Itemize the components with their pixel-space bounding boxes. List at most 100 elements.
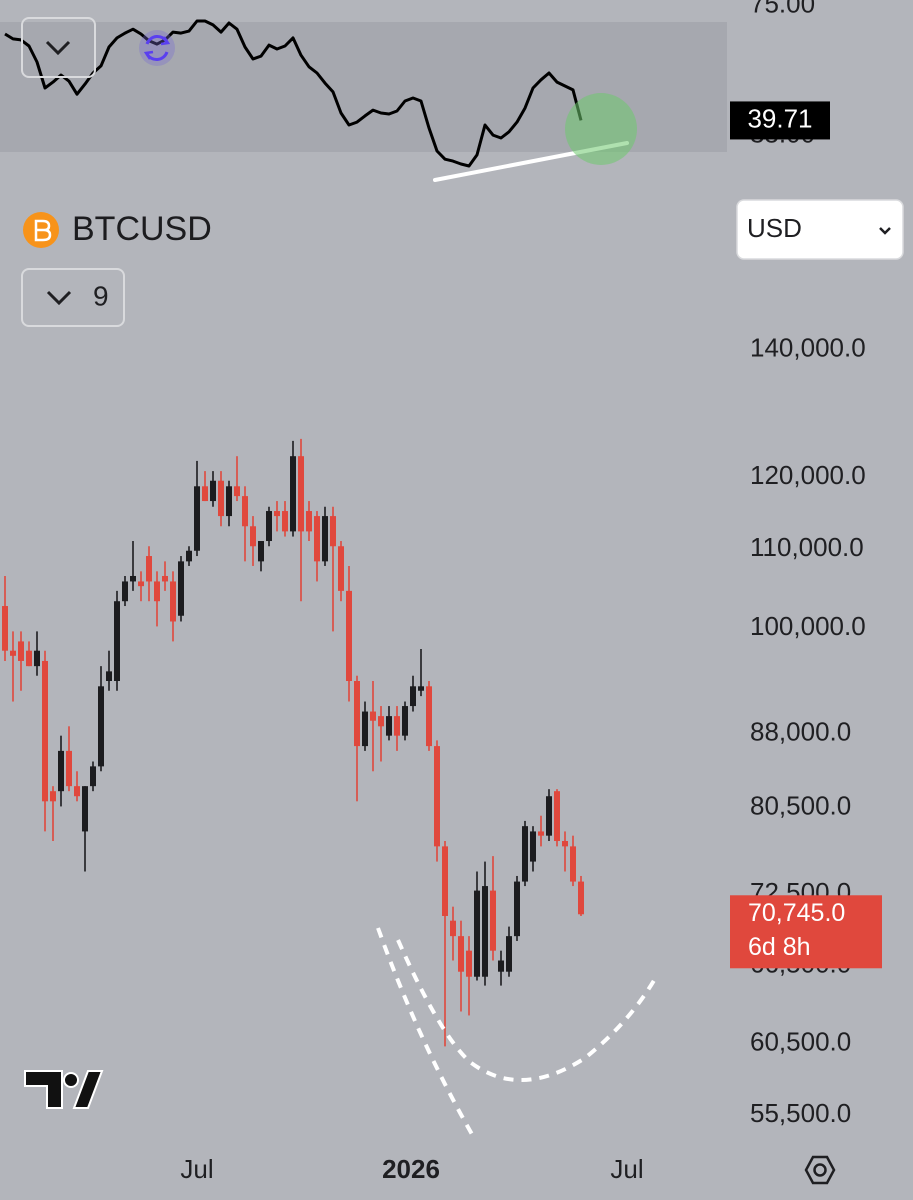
candle-body xyxy=(106,671,112,681)
chevron-icon xyxy=(46,290,72,306)
y-tick-label: 100,000.0 xyxy=(750,611,866,641)
candle-body xyxy=(74,786,80,797)
candle-body xyxy=(130,575,136,582)
candle-body xyxy=(562,841,568,847)
collapse-button[interactable] xyxy=(21,17,96,78)
last-value-label: 39.71 xyxy=(747,103,812,133)
dashed-curve xyxy=(396,939,658,1082)
candle-body xyxy=(194,486,200,551)
candle-body xyxy=(578,881,584,915)
candle-body xyxy=(506,936,512,972)
candle-body xyxy=(138,581,144,587)
logo xyxy=(24,1070,63,1109)
candle-body xyxy=(410,686,416,707)
candle-body xyxy=(498,960,504,972)
candle-body xyxy=(234,486,240,497)
candle-body xyxy=(26,650,32,667)
candle-body xyxy=(570,846,576,882)
settings-icon xyxy=(813,1163,827,1177)
y-tick-label: 60,500.0 xyxy=(750,1027,851,1057)
candle-body xyxy=(546,796,552,836)
candle-body xyxy=(82,786,88,832)
indicator-count: 9 xyxy=(93,280,109,311)
chevron-icon xyxy=(879,227,891,235)
candle-body xyxy=(554,791,560,842)
candle-body xyxy=(466,950,472,977)
candle-body xyxy=(162,575,168,582)
candle-body xyxy=(178,561,184,616)
candle-body xyxy=(474,890,480,977)
last-price-box xyxy=(730,895,882,969)
y-tick-label: 55,500.0 xyxy=(750,1098,851,1128)
candle-body xyxy=(522,826,528,882)
candle-body xyxy=(322,516,328,562)
currency-select[interactable] xyxy=(736,199,904,260)
candle-body xyxy=(202,486,208,502)
currency-label: USD xyxy=(747,213,802,243)
settings-button[interactable] xyxy=(804,1155,836,1185)
candle-body xyxy=(306,511,312,532)
highlight-circle xyxy=(565,93,637,165)
candle-body xyxy=(290,456,296,532)
candle-body xyxy=(394,716,400,736)
candle-body xyxy=(330,516,336,547)
candle-body xyxy=(482,886,488,977)
candle-body xyxy=(58,750,64,792)
candle-body xyxy=(10,650,16,656)
symbol-title: BTCUSD xyxy=(72,210,212,248)
candle-body xyxy=(2,606,8,651)
candle-body xyxy=(90,766,96,787)
candle-body xyxy=(450,920,456,937)
last-value-box xyxy=(730,101,830,140)
candle-body xyxy=(170,581,176,622)
candle-body xyxy=(442,846,448,916)
candle-body xyxy=(378,716,384,727)
candle-body xyxy=(66,750,72,787)
candle-body xyxy=(114,601,120,681)
candle-body xyxy=(434,746,440,847)
x-tick-label: 2026 xyxy=(382,1154,440,1184)
dashed-curve xyxy=(376,927,475,1137)
candle-body xyxy=(98,686,104,767)
candle-body xyxy=(186,550,192,562)
y-tick-label: 80,500.0 xyxy=(750,790,851,820)
candle-body xyxy=(514,881,520,937)
y-tick-label: 140,000.0 xyxy=(750,333,866,363)
candle-body xyxy=(418,686,424,691)
x-tick-label: Jul xyxy=(610,1154,643,1184)
candle-body xyxy=(266,511,272,542)
candle-body xyxy=(50,791,56,802)
y-tick-label: 75.00 xyxy=(750,0,815,19)
marks-layer xyxy=(2,19,584,1047)
refresh-arrows xyxy=(143,36,171,60)
candle-body xyxy=(42,660,48,802)
candle-body xyxy=(274,511,280,517)
candle-body xyxy=(538,831,544,836)
logo xyxy=(63,1072,79,1088)
candle-body xyxy=(426,686,432,747)
last-price-label: 70,745.0 xyxy=(748,899,845,927)
candle-body xyxy=(298,456,304,532)
candle-body xyxy=(146,556,152,582)
candle-body xyxy=(338,546,344,591)
candle-body xyxy=(122,581,128,602)
candle-body xyxy=(210,480,216,502)
candle-body xyxy=(362,711,368,747)
indicators-button[interactable] xyxy=(21,268,125,327)
candle-body xyxy=(258,541,264,562)
candle-body xyxy=(282,511,288,532)
indicator-line xyxy=(4,19,583,168)
candle-body xyxy=(34,650,40,667)
x-tick-label: Jul xyxy=(180,1154,213,1184)
candle-body xyxy=(354,680,360,747)
candle-body xyxy=(226,486,232,517)
chevron-icon xyxy=(45,40,71,56)
candle-body xyxy=(18,641,24,661)
candle-body xyxy=(458,936,464,972)
candle-body xyxy=(154,581,160,602)
candle-body xyxy=(346,590,352,681)
candle-body xyxy=(530,831,536,862)
candle-body xyxy=(402,706,408,736)
